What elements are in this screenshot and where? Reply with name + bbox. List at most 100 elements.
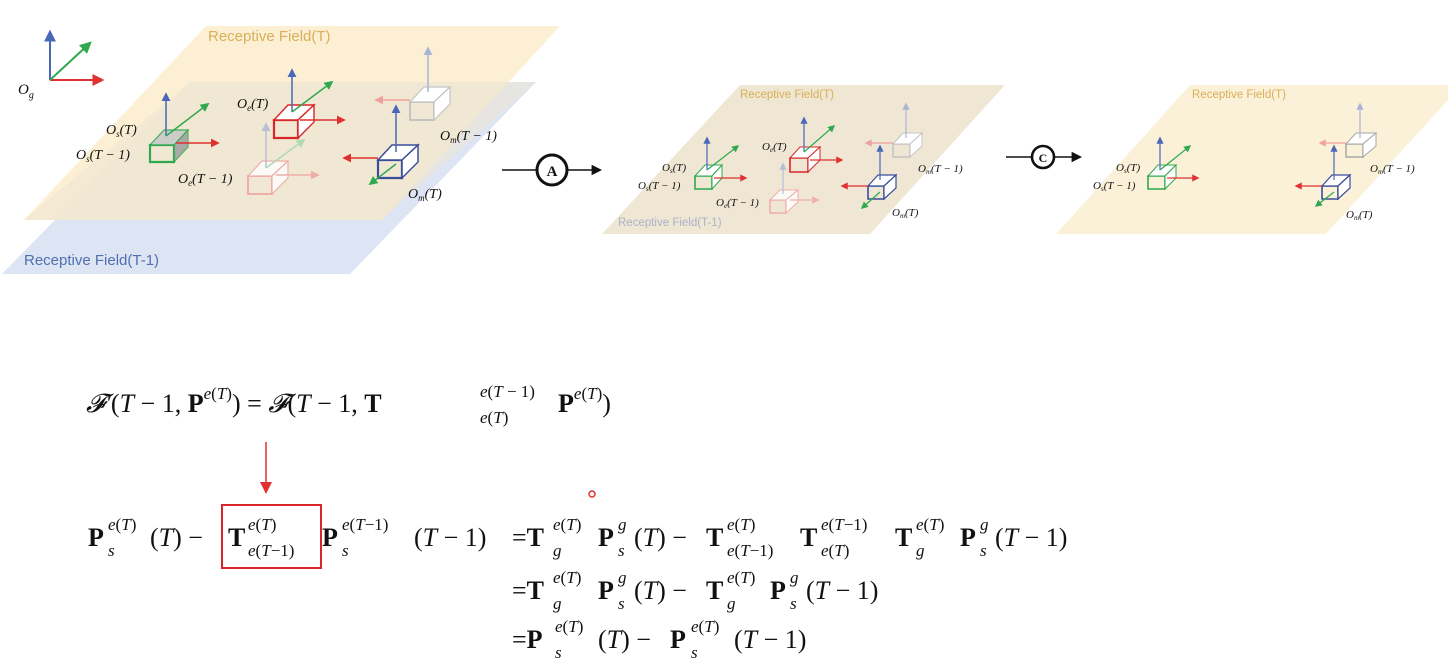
svg-text:P: P bbox=[770, 576, 786, 605]
panel3-rf-t-label: Receptive Field(T) bbox=[1192, 89, 1286, 101]
step-c-label: C bbox=[1039, 151, 1048, 165]
label-os-t-minus-1: Os(T − 1) bbox=[76, 148, 130, 164]
cursor-dot bbox=[588, 490, 596, 498]
panel2-label-oe-t-minus-1: Oe(T − 1) bbox=[716, 197, 759, 210]
equation-2: P e(T) s (T) − T e(T) e(T−1) P e(T−1) s … bbox=[88, 504, 1067, 662]
panel3-label-os-t: Os(T) bbox=[1116, 162, 1140, 175]
svg-text:e(T−1): e(T−1) bbox=[821, 515, 867, 534]
svg-text:g: g bbox=[618, 568, 627, 587]
svg-text:s: s bbox=[691, 643, 698, 662]
label-om-t-minus-1: Om(T − 1) bbox=[440, 129, 497, 145]
svg-text:s: s bbox=[790, 594, 797, 613]
rf-t-label: Receptive Field(T) bbox=[208, 28, 331, 45]
panel3-object-m-box bbox=[1294, 144, 1352, 207]
svg-text:T: T bbox=[895, 523, 912, 552]
object-m-prev-box bbox=[374, 46, 452, 122]
panel3-receptive-field-plane bbox=[1056, 85, 1448, 234]
svg-text:s: s bbox=[618, 594, 625, 613]
svg-text:(T) −: (T) − bbox=[634, 576, 687, 605]
panel3-label-om-t-minus-1: Om(T − 1) bbox=[1370, 163, 1415, 176]
step-a-arrow: A bbox=[502, 153, 603, 187]
svg-text:s: s bbox=[108, 541, 115, 560]
svg-text:e(T−1): e(T−1) bbox=[342, 515, 388, 534]
rf-t-minus-1-label: Receptive Field(T-1) bbox=[24, 252, 159, 269]
panel2-object-m-box bbox=[840, 144, 898, 209]
panel2-label-oe-t: Oe(T) bbox=[762, 141, 787, 154]
panel2-label-os-t-minus-1: Os(T − 1) bbox=[638, 180, 681, 193]
panel3-object-m-prev-box bbox=[1318, 102, 1378, 159]
svg-text:P: P bbox=[960, 523, 976, 552]
svg-text:g: g bbox=[916, 541, 925, 560]
svg-text:g: g bbox=[727, 594, 736, 613]
svg-text:g: g bbox=[980, 515, 989, 534]
panel3-object-s-box bbox=[1146, 136, 1200, 191]
svg-text:T: T bbox=[706, 523, 723, 552]
svg-text:P: P bbox=[88, 523, 104, 552]
svg-text:e(T): e(T) bbox=[916, 515, 944, 534]
svg-text:(T) −: (T) − bbox=[634, 523, 687, 552]
global-axes-icon bbox=[44, 29, 105, 86]
label-om-t: Om(T) bbox=[408, 187, 442, 203]
svg-text:e(T): e(T) bbox=[691, 617, 719, 636]
svg-text:T: T bbox=[800, 523, 817, 552]
svg-text:e(T−1): e(T−1) bbox=[727, 541, 773, 560]
step-a-label: A bbox=[547, 164, 558, 180]
svg-text:T: T bbox=[228, 523, 245, 552]
svg-text:Pe(T)): Pe(T)) bbox=[558, 384, 611, 418]
svg-text:=P: =P bbox=[512, 625, 543, 654]
panel3-label-om-t: Om(T) bbox=[1346, 209, 1373, 222]
svg-text:e(T): e(T) bbox=[553, 568, 581, 587]
panel-2: Receptive Field(T) Receptive Field(T-1) … bbox=[602, 85, 1005, 234]
object-e-box bbox=[272, 68, 346, 140]
svg-text:s: s bbox=[618, 541, 625, 560]
panel2-label-os-t: Os(T) bbox=[662, 162, 686, 175]
svg-text:(T − 1): (T − 1) bbox=[806, 576, 878, 605]
equation-1: 𝓕′(T − 1, Pe(T)) = 𝓕(T − 1, T e(T − 1) e… bbox=[86, 382, 611, 427]
object-s-box bbox=[148, 92, 220, 164]
svg-text:(T − 1): (T − 1) bbox=[734, 625, 806, 654]
svg-text:(T − 1): (T − 1) bbox=[995, 523, 1067, 552]
svg-text:e(T): e(T) bbox=[480, 408, 508, 427]
label-oe-t: Oe(T) bbox=[237, 97, 269, 113]
svg-text:e(T−1): e(T−1) bbox=[248, 541, 294, 560]
svg-text:=T: =T bbox=[512, 523, 544, 552]
panel2-receptive-field-plane bbox=[602, 85, 1005, 234]
svg-text:e(T): e(T) bbox=[248, 515, 276, 534]
svg-text:(T − 1): (T − 1) bbox=[414, 523, 486, 552]
svg-text:g: g bbox=[553, 594, 562, 613]
panel2-rf-t-label: Receptive Field(T) bbox=[740, 89, 834, 101]
label-os-t: Os(T) bbox=[106, 123, 137, 139]
svg-text:e(T): e(T) bbox=[821, 541, 849, 560]
panel2-object-m-prev-box bbox=[864, 102, 924, 159]
object-e-prev-box bbox=[246, 122, 320, 196]
svg-text:g: g bbox=[618, 515, 627, 534]
svg-text:g: g bbox=[790, 568, 799, 587]
svg-text:P: P bbox=[322, 523, 338, 552]
svg-text:e(T): e(T) bbox=[108, 515, 136, 534]
panel2-object-e-box bbox=[788, 116, 844, 174]
svg-text:e(T): e(T) bbox=[727, 568, 755, 587]
panel2-label-om-t-minus-1: Om(T − 1) bbox=[918, 163, 963, 176]
svg-text:T: T bbox=[706, 576, 723, 605]
svg-text:(T) −: (T) − bbox=[150, 523, 203, 552]
svg-text:e(T): e(T) bbox=[555, 617, 583, 636]
highlighted-transform-box bbox=[221, 504, 322, 569]
panel2-object-e-prev-box bbox=[768, 162, 820, 215]
panel-1: Receptive Field(T) Receptive Field(T-1) … bbox=[2, 26, 560, 274]
panel2-object-s-box bbox=[693, 136, 748, 191]
svg-text:(T) −: (T) − bbox=[598, 625, 651, 654]
global-frame-label: Og bbox=[18, 82, 34, 101]
svg-text:s: s bbox=[555, 643, 562, 662]
svg-text:g: g bbox=[553, 541, 562, 560]
svg-text:P: P bbox=[598, 523, 614, 552]
receptive-field-overlap bbox=[24, 82, 536, 220]
svg-text:s: s bbox=[342, 541, 349, 560]
label-oe-t-minus-1: Oe(T − 1) bbox=[178, 172, 233, 188]
down-arrow bbox=[260, 442, 272, 494]
svg-text:𝓕′(T − 1, Pe(T)) = 𝓕(T − 1,: 𝓕′(T − 1, Pe(T)) = 𝓕(T − 1, T bbox=[86, 384, 382, 418]
svg-text:=T: =T bbox=[512, 576, 544, 605]
svg-text:e(T): e(T) bbox=[553, 515, 581, 534]
panel2-label-om-t: Om(T) bbox=[892, 207, 919, 220]
panel3-label-os-t-minus-1: Os(T − 1) bbox=[1093, 180, 1136, 193]
